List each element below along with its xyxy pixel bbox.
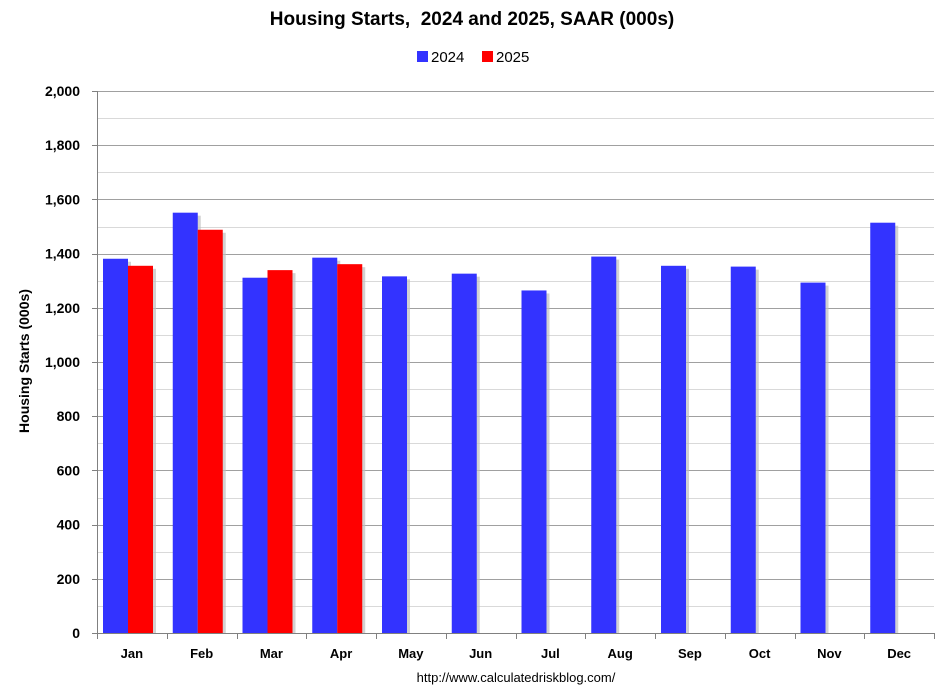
y-tick-label: 1,800 — [45, 137, 80, 153]
y-tick-label: 800 — [57, 408, 81, 424]
bar-2024-oct — [730, 266, 756, 633]
legend: 2024 2025 — [417, 49, 529, 66]
y-tick-label: 1,600 — [45, 191, 80, 207]
bar-2025-feb — [197, 229, 223, 633]
x-tick-label: Dec — [887, 646, 911, 661]
y-tick-label: 200 — [57, 571, 81, 587]
legend-label-2025: 2025 — [496, 49, 529, 66]
x-axis-ticks: Jan Feb Mar Apr May Jun Jul Aug Sep Oct Nov Dec — [97, 633, 935, 661]
y-axis-ticks: 0 200 400 600 800 1,000 1,200 1,400 1,600 1,800 2,… — [45, 83, 97, 641]
legend-swatch-2025 — [482, 51, 493, 62]
bar-2024-sep — [661, 265, 686, 633]
x-tick-label: Feb — [190, 646, 213, 661]
x-tick-label: Apr — [330, 646, 352, 661]
y-tick-label: 2,000 — [45, 83, 80, 99]
bar-2025-jan — [128, 265, 153, 633]
bar-2024-jan — [103, 258, 128, 633]
x-tick-label: Jun — [469, 646, 492, 661]
bar-2024-jun — [451, 273, 477, 633]
x-tick-label: May — [398, 646, 424, 661]
y-tick-label: 400 — [57, 517, 81, 533]
bar-2024-dec — [870, 222, 896, 633]
gridlines — [97, 91, 934, 607]
x-tick-label: Jul — [541, 646, 560, 661]
bar-2025-mar — [267, 270, 293, 633]
x-tick-label: Aug — [607, 646, 632, 661]
x-tick-label: Jan — [121, 646, 143, 661]
bar-2024-aug — [591, 256, 617, 633]
y-tick-label: 1,200 — [45, 300, 80, 316]
bar-2024-nov — [800, 282, 826, 633]
y-tick-label: 1,000 — [45, 354, 80, 370]
bars — [103, 212, 899, 633]
bar-2024-feb — [172, 212, 198, 633]
chart-title: Housing Starts, 2024 and 2025, SAAR (000… — [270, 9, 674, 30]
x-tick-label: Sep — [678, 646, 702, 661]
y-tick-label: 1,400 — [45, 246, 80, 262]
bar-2024-apr — [312, 257, 338, 633]
source-url: http://www.calculatedriskblog.com/ — [417, 670, 616, 685]
x-tick-label: Mar — [260, 646, 283, 661]
bar-2024-may — [382, 276, 407, 633]
legend-swatch-2024 — [417, 51, 428, 62]
y-tick-label: 0 — [72, 625, 80, 641]
bar-2024-mar — [242, 277, 268, 633]
bar-2024-jul — [521, 290, 547, 633]
legend-label-2024: 2024 — [431, 49, 464, 66]
y-axis-title: Housing Starts (000s) — [16, 289, 32, 433]
y-tick-label: 600 — [57, 462, 81, 478]
axes — [97, 91, 934, 634]
bar-2025-apr — [337, 264, 363, 633]
x-tick-label: Oct — [749, 646, 771, 661]
x-tick-label: Nov — [817, 646, 842, 661]
